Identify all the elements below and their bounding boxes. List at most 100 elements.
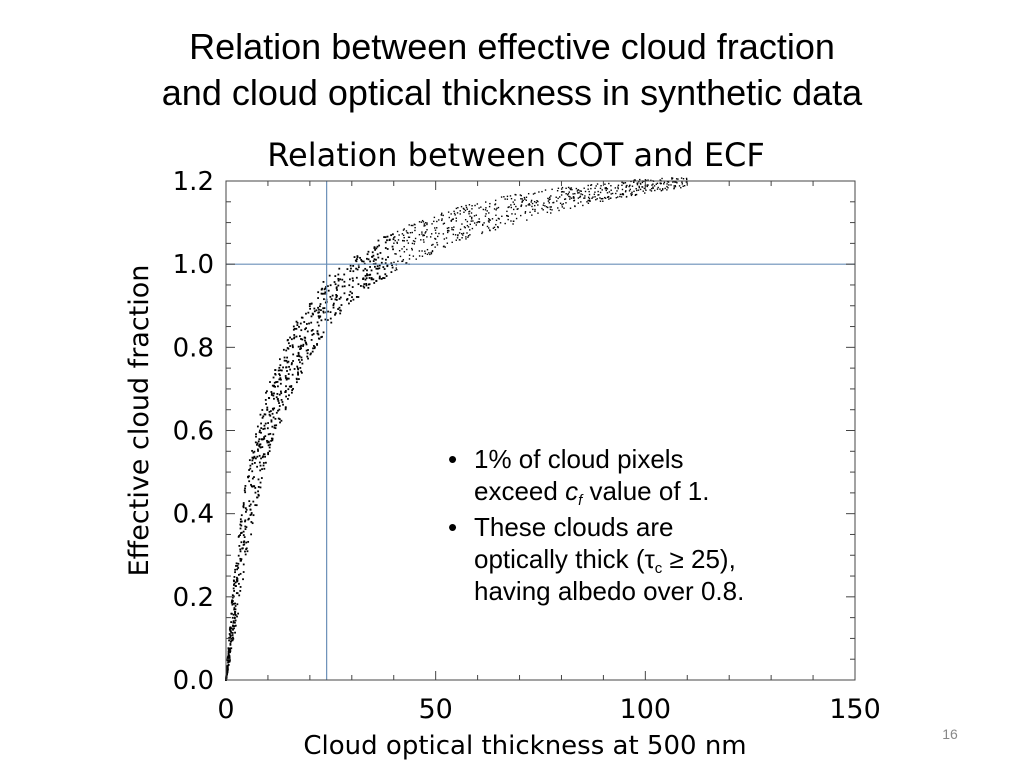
scatter-point — [557, 197, 559, 200]
scatter-point — [529, 211, 531, 213]
scatter-point — [652, 186, 654, 188]
scatter-point — [596, 183, 599, 185]
scatter-point — [514, 199, 516, 201]
scatter-point — [260, 431, 262, 434]
scatter-point — [352, 298, 355, 301]
scatter-point — [499, 222, 502, 224]
scatter-point — [270, 391, 273, 393]
scatter-point — [624, 182, 627, 184]
scatter-point — [595, 185, 597, 187]
scatter-point — [433, 220, 435, 223]
scatter-point — [243, 540, 246, 543]
scatter-point — [287, 373, 290, 375]
scatter-point — [359, 256, 361, 259]
scatter-point — [453, 210, 455, 213]
scatter-point — [293, 336, 296, 339]
scatter-point — [366, 273, 368, 276]
scatter-point — [236, 615, 238, 618]
scatter-point — [547, 206, 549, 209]
scatter-point — [302, 345, 304, 347]
scatter-point — [401, 248, 403, 250]
scatter-point — [254, 441, 257, 444]
scatter-point — [351, 277, 354, 280]
scatter-point — [317, 333, 320, 336]
scatter-point — [256, 465, 258, 468]
scatter-point — [233, 616, 236, 619]
scatter-point — [270, 437, 273, 440]
scatter-point — [243, 489, 246, 492]
scatter-point — [436, 227, 438, 229]
scatter-point — [512, 223, 514, 225]
x-tick-label: 0 — [217, 694, 234, 725]
scatter-point — [252, 514, 255, 517]
scatter-point — [333, 281, 336, 283]
scatter-point — [391, 266, 394, 269]
scatter-point — [624, 191, 627, 193]
scatter-point — [259, 429, 261, 432]
scatter-point — [391, 245, 394, 248]
scatter-point — [460, 205, 463, 208]
scatter-point — [414, 226, 416, 229]
scatter-point — [572, 196, 575, 198]
scatter-point — [311, 333, 314, 336]
scatter-point — [242, 571, 245, 573]
scatter-point — [376, 267, 379, 270]
scatter-point — [484, 215, 487, 217]
scatter-point — [455, 239, 457, 241]
scatter-point — [480, 206, 482, 208]
scatter-point — [476, 203, 479, 205]
scatter-point — [232, 620, 235, 623]
scatter-point — [605, 187, 607, 189]
scatter-point — [268, 413, 271, 416]
scatter-point — [298, 325, 300, 328]
scatter-point — [673, 187, 675, 189]
scatter-point — [243, 536, 246, 539]
scatter-point — [594, 196, 596, 198]
scatter-point — [363, 286, 366, 289]
scatter-point — [384, 262, 387, 265]
scatter-point — [360, 258, 363, 261]
scatter-point — [415, 258, 417, 260]
scatter-point — [334, 275, 337, 277]
scatter-point — [495, 223, 497, 226]
scatter-point — [286, 361, 289, 364]
scatter-point — [636, 182, 638, 184]
scatter-point — [599, 197, 601, 199]
scatter-point — [377, 256, 380, 259]
scatter-point — [326, 285, 329, 288]
scatter-point — [634, 194, 637, 197]
scatter-point — [292, 360, 294, 362]
scatter-point — [396, 230, 399, 233]
scatter-point — [567, 193, 570, 195]
scatter-point — [238, 594, 241, 597]
scatter-point — [428, 252, 430, 254]
scatter-point — [362, 285, 365, 288]
scatter-point — [272, 433, 275, 436]
scatter-point — [672, 181, 674, 183]
scatter-point — [348, 284, 351, 287]
scatter-point — [635, 187, 637, 190]
scatter-point — [426, 253, 429, 256]
scatter-point — [271, 392, 273, 395]
scatter-point — [488, 205, 491, 208]
scatter-point — [237, 562, 240, 565]
scatter-point — [382, 266, 385, 269]
scatter-point — [587, 184, 589, 187]
scatter-point — [551, 209, 553, 211]
scatter-point — [584, 190, 587, 193]
scatter-point — [436, 244, 439, 246]
scatter-point — [362, 260, 365, 263]
scatter-point — [372, 260, 375, 262]
scatter-point — [434, 237, 436, 240]
scatter-point — [406, 239, 408, 242]
scatter-point — [341, 278, 344, 281]
scatter-point — [450, 219, 452, 222]
scatter-point — [290, 363, 293, 366]
scatter-point — [313, 310, 316, 313]
scatter-point — [563, 198, 566, 201]
scatter-point — [244, 520, 246, 523]
scatter-point — [497, 217, 500, 220]
scatter-point — [239, 527, 242, 530]
scatter-point — [273, 426, 276, 429]
scatter-point — [642, 190, 644, 192]
